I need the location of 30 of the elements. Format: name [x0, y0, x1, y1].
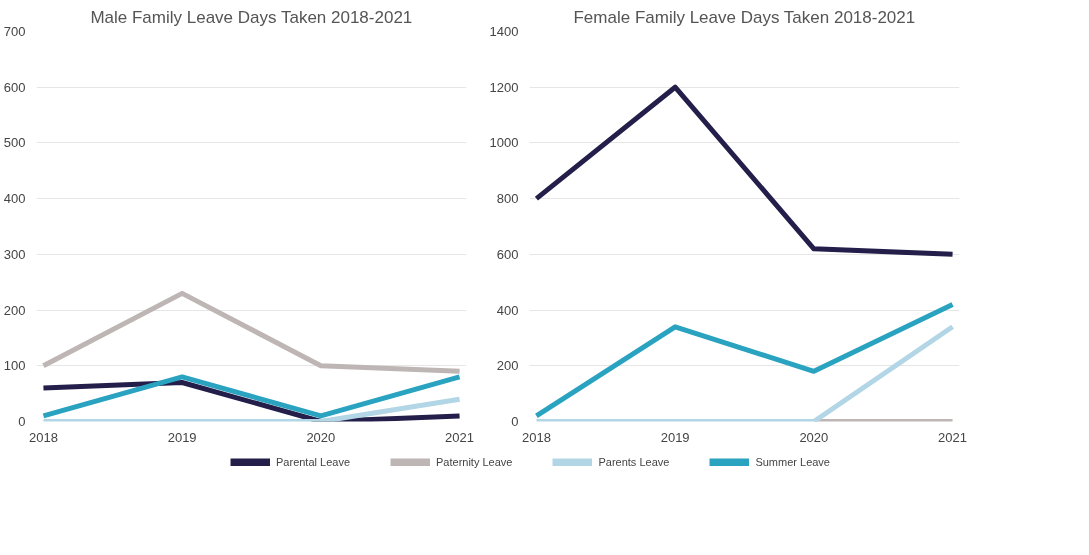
x-tick-label: 2019: [660, 429, 690, 445]
y-tick-label: 1400: [489, 24, 519, 39]
chart-title: Male Family Leave Days Taken 2018-2021: [90, 7, 413, 27]
x-tick-label: 2018: [521, 429, 551, 445]
x-tick-label: 2020: [799, 429, 829, 445]
legend-label: Parental Leave: [276, 456, 351, 468]
legend-label: Parents Leave: [598, 456, 670, 468]
y-tick-label: 0: [18, 414, 26, 429]
y-tick-label: 0: [511, 414, 519, 429]
legend-label: Summer Leave: [755, 456, 830, 468]
x-tick-label: 2018: [28, 429, 58, 445]
x-tick-label: 2019: [167, 429, 197, 445]
y-tick-label: 600: [3, 79, 26, 95]
y-tick-label: 800: [496, 191, 519, 207]
y-tick-label: 400: [3, 191, 26, 207]
y-tick-label: 100: [3, 358, 26, 374]
legend-label: Paternity Leave: [436, 456, 513, 468]
y-tick-label: 700: [3, 24, 26, 39]
y-tick-label: 500: [3, 135, 26, 151]
y-tick-label: 600: [496, 246, 519, 262]
x-tick-label: 2021: [445, 429, 475, 445]
y-tick-label: 300: [3, 246, 26, 262]
y-tick-label: 400: [496, 302, 519, 318]
x-tick-label: 2021: [938, 429, 968, 445]
y-tick-label: 200: [3, 302, 26, 318]
chart-title: Female Family Leave Days Taken 2018-2021: [573, 7, 916, 27]
y-tick-label: 200: [496, 358, 519, 374]
y-tick-label: 1200: [489, 79, 519, 95]
y-tick-label: 1000: [489, 135, 519, 151]
x-tick-label: 2020: [306, 429, 336, 445]
